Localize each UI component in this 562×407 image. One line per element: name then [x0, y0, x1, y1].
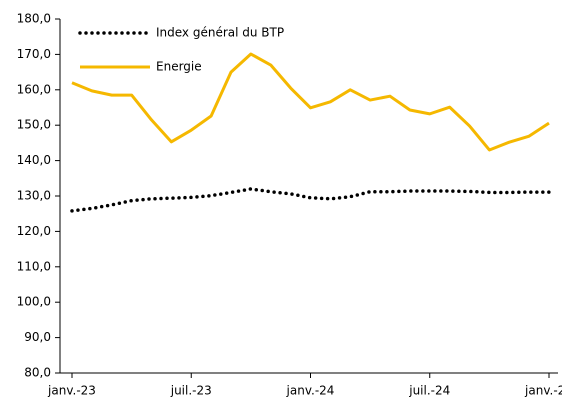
series-line — [71, 52, 550, 152]
y-tick-label: 180,0 — [17, 12, 51, 26]
y-tick-label: 120,0 — [17, 224, 51, 238]
y-tick-label: 110,0 — [17, 259, 51, 273]
x-tick-label: juil.-23 — [170, 384, 212, 398]
y-tick-label: 140,0 — [17, 153, 51, 167]
legend-label: Energie — [156, 60, 202, 74]
y-tick-label: 100,0 — [17, 295, 51, 309]
y-tick-label: 130,0 — [17, 189, 51, 203]
y-tick-label: 80,0 — [24, 366, 51, 380]
y-tick-label: 160,0 — [17, 82, 51, 96]
legend-label: Index général du BTP — [156, 26, 284, 40]
x-tick-label: janv.-24 — [286, 384, 335, 398]
x-tick-label: janv.-23 — [47, 384, 96, 398]
series-line — [70, 187, 551, 213]
y-tick-label: 90,0 — [24, 330, 51, 344]
y-tick-label: 170,0 — [17, 47, 51, 61]
x-tick-label: juil.-24 — [408, 384, 450, 398]
y-tick-label: 150,0 — [17, 118, 51, 132]
x-tick-label: janv.-25 — [524, 384, 562, 398]
